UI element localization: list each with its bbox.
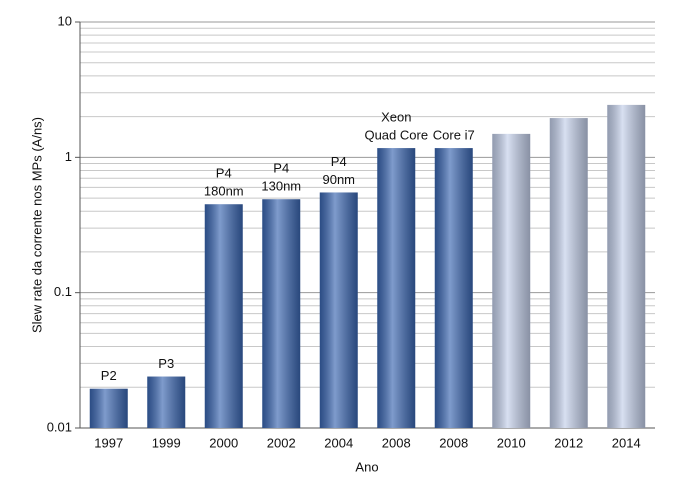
bar-label: P3 xyxy=(158,356,174,371)
x-tick-label: 2012 xyxy=(554,435,583,450)
y-tick-label: 0.1 xyxy=(54,284,72,299)
bar-label: Xeon xyxy=(381,110,411,125)
bar-shade xyxy=(377,148,416,428)
bar-shade xyxy=(204,204,243,428)
bar-label: 130nm xyxy=(261,179,301,194)
x-tick-label: 2000 xyxy=(209,435,238,450)
bar-shade xyxy=(549,118,588,429)
bar-label: P2 xyxy=(101,368,117,383)
bar-shade xyxy=(319,192,358,428)
bar-label: P4 xyxy=(273,161,289,176)
bar-label: Quad Core xyxy=(364,128,428,143)
x-tick-label: 2004 xyxy=(324,435,353,450)
bar-shade xyxy=(607,104,646,428)
x-tick-label: 2010 xyxy=(497,435,526,450)
x-axis-label: Ano xyxy=(355,459,378,474)
y-tick-label: 10 xyxy=(58,13,72,28)
x-tick-label: 1997 xyxy=(94,435,123,450)
bar-shade xyxy=(262,199,301,428)
bar-label: P4 xyxy=(216,166,232,181)
bar-label: Core i7 xyxy=(433,128,475,143)
x-tick-label: 2002 xyxy=(267,435,296,450)
x-tick-label: 1999 xyxy=(152,435,181,450)
y-axis-label: Slew rate da corrente nos MPs (A/ns) xyxy=(29,117,44,333)
bar-label: P4 xyxy=(331,154,347,169)
bar-shade xyxy=(147,376,186,428)
y-tick-label: 0.01 xyxy=(47,419,72,434)
bar-label: 90nm xyxy=(322,172,355,187)
y-tick-label: 1 xyxy=(65,149,72,164)
x-tick-label: 2008 xyxy=(439,435,468,450)
bar-shade xyxy=(89,388,128,428)
bar-shade xyxy=(434,148,473,428)
bar-shade xyxy=(492,133,531,429)
x-tick-label: 2008 xyxy=(382,435,411,450)
bar-label: 180nm xyxy=(204,184,244,199)
x-tick-label: 2014 xyxy=(612,435,641,450)
